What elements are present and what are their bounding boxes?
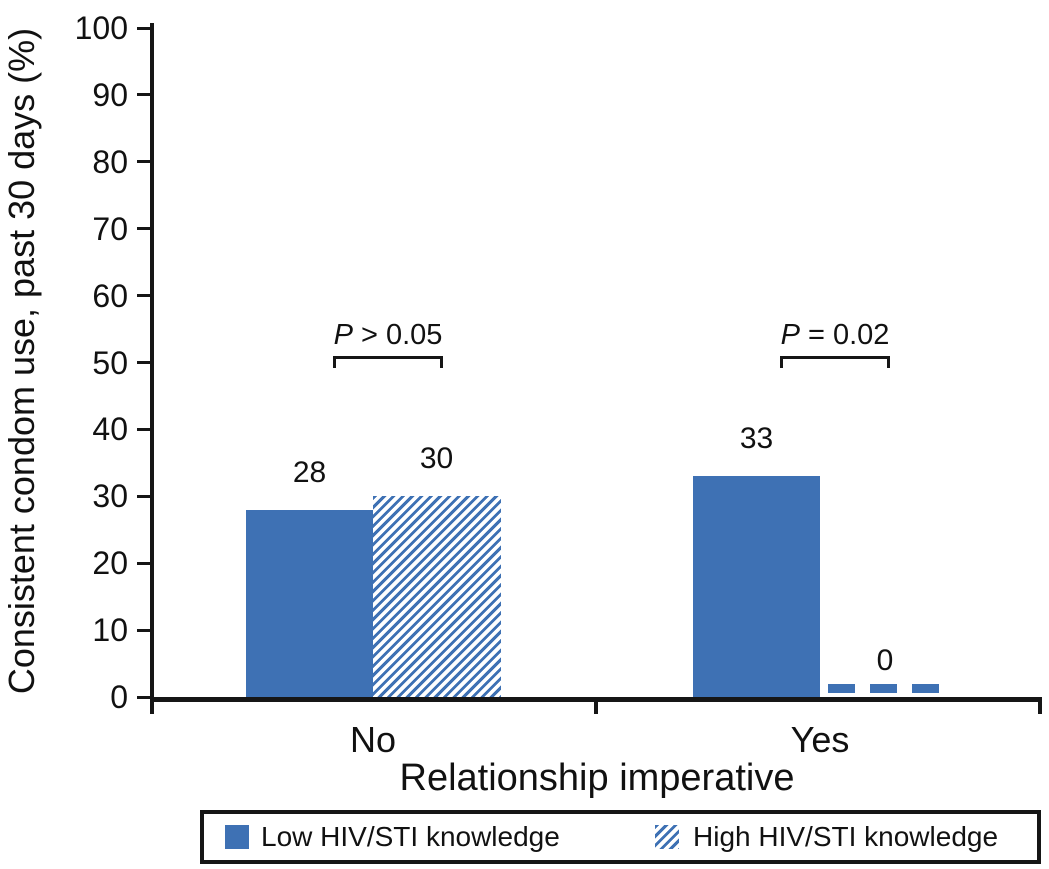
y-tick-label: 10 <box>92 612 128 649</box>
x-axis-title: Relationship imperative <box>399 757 795 799</box>
x-tick <box>150 697 154 714</box>
significance-bracket <box>780 356 890 368</box>
x-tick <box>594 697 598 714</box>
y-tick <box>137 26 150 30</box>
x-tick <box>1038 697 1042 714</box>
y-tick-label: 70 <box>92 210 128 247</box>
x-category-label-yes: Yes <box>790 719 850 760</box>
legend-label: High HIV/STI knowledge <box>693 821 999 852</box>
y-tick-label: 50 <box>92 344 128 381</box>
y-tick <box>137 361 150 364</box>
bar-yes-low-knowledge <box>693 476 820 697</box>
y-tick <box>137 160 150 164</box>
y-tick <box>137 227 150 231</box>
bar-value-label: 28 <box>292 455 327 489</box>
y-tick <box>137 695 150 699</box>
p-value-label: P = 0.02 <box>780 319 890 351</box>
y-tick-label: 100 <box>74 10 128 46</box>
bar-yes-high-knowledge <box>828 684 942 693</box>
y-tick <box>137 561 150 565</box>
significance-bracket <box>333 356 443 368</box>
p-value-label: P > 0.05 <box>333 319 443 351</box>
y-tick-label: 80 <box>92 143 128 180</box>
y-tick <box>137 628 150 632</box>
solid-swatch-icon <box>225 825 249 849</box>
y-tick-label: 20 <box>92 545 128 582</box>
legend-label: Low HIV/STI knowledge <box>261 821 560 852</box>
y-tick-label: 30 <box>92 478 128 515</box>
x-axis-line <box>150 697 1042 702</box>
y-tick <box>137 494 150 498</box>
bar-value-label: 30 <box>419 442 454 476</box>
y-tick <box>137 294 150 298</box>
bar-value-label: 33 <box>739 422 774 456</box>
y-tick <box>137 427 150 431</box>
x-category-label-no: No <box>349 719 397 760</box>
y-tick <box>137 93 150 97</box>
y-tick-label: 60 <box>92 277 128 314</box>
bar-value-label: 0 <box>876 644 894 677</box>
y-tick-label: 40 <box>92 411 128 448</box>
y-tick-label: 90 <box>92 76 128 113</box>
bar-no-low-knowledge <box>246 509 373 697</box>
bar-no-high-knowledge <box>373 496 501 697</box>
legend: Low HIV/STI knowledge High HIV/STI knowl… <box>200 810 1041 864</box>
hatched-swatch-icon <box>655 825 679 849</box>
y-axis-line <box>150 23 154 702</box>
y-tick-label: 0 <box>110 679 128 715</box>
